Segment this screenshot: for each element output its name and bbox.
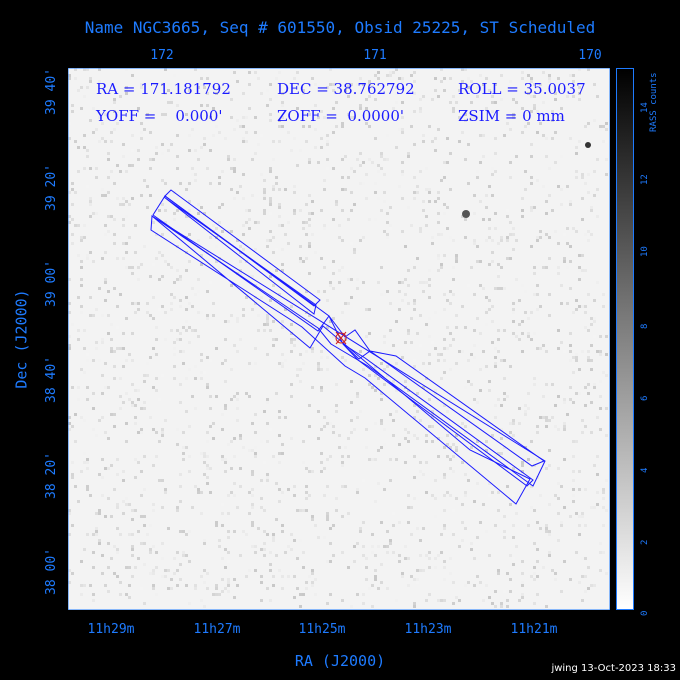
noise-field	[68, 68, 608, 608]
colorbar-label: RASS counts	[649, 72, 659, 132]
yoff-readout: YOFF = 0.000'	[96, 107, 223, 125]
colorbar-tick: 4	[640, 467, 650, 473]
colorbar-tick: 2	[640, 539, 650, 545]
left-tick-label: 39 20'	[43, 164, 59, 211]
left-tick-label: 38 00'	[43, 548, 59, 595]
left-tick-label: 39 40'	[43, 68, 59, 115]
top-tick-label: 171	[363, 48, 387, 63]
colorbar	[616, 68, 634, 610]
left-tick-label: 38 40'	[43, 356, 59, 403]
zoff-readout: ZOFF = 0.0000'	[277, 107, 405, 125]
top-tick-label: 172	[150, 48, 174, 63]
colorbar-tick: 10	[640, 246, 650, 257]
bottom-tick-label: 11h25m	[298, 622, 346, 637]
left-tick-label: 39 00'	[43, 260, 59, 307]
colorbar-tick: 8	[640, 323, 650, 329]
xray-source	[462, 210, 470, 218]
acis-outline	[152, 189, 546, 487]
y-axis-label: Dec (J2000)	[12, 289, 31, 389]
bottom-tick-label: 11h27m	[193, 622, 241, 637]
plot-title: Name NGC3665, Seq # 601550, Obsid 25225,…	[84, 18, 596, 37]
roll-readout: ROLL = 35.0037	[458, 80, 586, 98]
footer-stamp: jwing 13-Oct-2023 18:33	[551, 663, 676, 674]
top-tick-label: 170	[578, 48, 602, 63]
left-tick-label: 38 20'	[43, 452, 59, 499]
zsim-readout: ZSIM = 0 mm	[458, 107, 565, 125]
bottom-tick-label: 11h29m	[87, 622, 135, 637]
sky-image[interactable]	[68, 68, 610, 610]
bottom-tick-label: 11h23m	[404, 622, 452, 637]
colorbar-tick: 12	[640, 174, 650, 185]
bottom-tick-label: 11h21m	[510, 622, 558, 637]
colorbar-tick: 0	[640, 610, 650, 616]
dec-readout: DEC = 38.762792	[277, 80, 415, 98]
colorbar-tick: 6	[640, 395, 650, 401]
aimpoint-marker	[335, 331, 347, 345]
x-axis-label: RA (J2000)	[294, 652, 386, 670]
ra-readout: RA = 171.181792	[96, 80, 231, 98]
xray-source	[585, 142, 591, 148]
